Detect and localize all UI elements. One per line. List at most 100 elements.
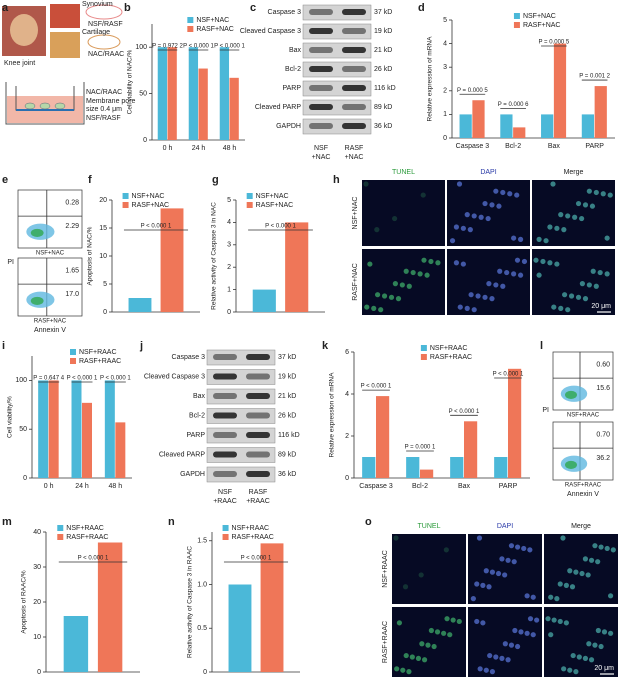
diagram-label: Knee joint [4, 60, 35, 67]
nucleus [588, 557, 595, 563]
nucleus [418, 572, 424, 578]
nucleus [441, 630, 447, 636]
nucleus [524, 593, 530, 599]
blot-band [342, 85, 366, 91]
axis-label: Annexin V [34, 327, 66, 334]
x-tick-label: Caspase 3 [456, 143, 490, 150]
nucleus [499, 556, 505, 562]
blot-panel [206, 388, 276, 405]
legend-swatch [70, 358, 76, 364]
sample-label: NSF+NAC [36, 251, 65, 257]
bar [104, 380, 115, 478]
nucleus [562, 292, 568, 298]
lane-label: RASF [345, 145, 364, 152]
legend-swatch [222, 525, 229, 531]
y-tick-label: 0 [203, 669, 207, 676]
nucleus [511, 559, 517, 565]
quadrant-value: 1.65 [65, 268, 79, 275]
diagram-label: size 0.4 μm [86, 106, 122, 113]
nucleus [514, 643, 521, 650]
panel-letter: k [322, 340, 329, 352]
nucleus [563, 620, 569, 626]
nucleus [449, 238, 456, 244]
nucleus [600, 191, 606, 197]
legend-label: NSF+RAAC [430, 345, 468, 352]
y-tick-label: 2 [227, 264, 231, 271]
protein-label: GAPDH [180, 471, 205, 478]
nucleus [595, 627, 601, 634]
blot-panel [206, 447, 276, 463]
legend-label: NSF+NAC [132, 193, 165, 200]
nucleus [493, 654, 499, 660]
nucleus [378, 307, 384, 313]
y-axis-label: Apoptosis of RAAC/% [21, 570, 28, 633]
nucleus [572, 214, 578, 220]
nucleus [511, 271, 517, 277]
nucleus [548, 594, 554, 600]
row-label: NSF+NAC [352, 197, 359, 230]
flow-plot [17, 257, 83, 317]
blot-band [342, 9, 366, 15]
nucleus [476, 535, 483, 541]
cell-cloud [30, 228, 44, 237]
nucleus [474, 618, 480, 625]
annotation: P = 0.000 5 [539, 40, 570, 46]
nucleus [471, 307, 477, 313]
panel-letter: a [2, 2, 9, 14]
nucleus [582, 556, 589, 562]
panel-letter: o [365, 516, 372, 528]
protein-label: Bax [289, 47, 302, 54]
nucleus [485, 215, 491, 222]
nucleus [464, 305, 470, 311]
nucleus [533, 257, 539, 263]
legend-swatch [70, 349, 76, 355]
diagram-label: Membrane pore [86, 98, 136, 105]
nucleus [489, 569, 496, 575]
nucleus [534, 617, 540, 623]
x-tick-label: Bax [458, 483, 471, 490]
bar [581, 114, 595, 138]
blot-panel [302, 4, 372, 21]
nucleus [367, 261, 373, 267]
nucleus [514, 544, 521, 550]
nucleus [527, 547, 533, 553]
size-label: 21 kD [278, 393, 296, 400]
annotation: P = 0.972 2 [152, 44, 183, 50]
nucleus [551, 304, 557, 310]
knee-photo-detail [10, 14, 38, 46]
x-tick-label: 24 h [192, 145, 206, 152]
y-tick-label: 4 [443, 40, 447, 47]
y-axis-label: Relative expression of mRNA [427, 36, 434, 122]
nucleus [511, 235, 517, 241]
size-label: 21 kD [374, 47, 392, 54]
nucleus [550, 181, 556, 187]
nucleus [604, 235, 610, 241]
nucleus [499, 655, 505, 661]
nucleus [474, 581, 480, 587]
legend-label: RASF+NAC [523, 22, 561, 29]
blot-panel [302, 42, 372, 59]
nucleus [543, 238, 549, 244]
quadrant-value: 2.29 [65, 223, 79, 230]
nucleus [593, 189, 599, 196]
nucleus [514, 192, 520, 198]
micrograph [362, 180, 445, 246]
y-tick-label: 20 [99, 197, 107, 204]
nucleus [443, 547, 449, 553]
size-label: 116 kD [374, 85, 396, 92]
micrograph [447, 180, 530, 246]
nucleus [447, 632, 453, 638]
blot-band [246, 393, 270, 399]
legend-swatch [57, 525, 64, 531]
well [5, 82, 85, 125]
blot-band [246, 432, 270, 438]
row-label: NSF+RAAC [382, 550, 389, 588]
y-tick-label: 1.5 [197, 538, 207, 545]
y-tick-label: 1 [227, 286, 231, 293]
size-label: 19 kD [374, 28, 392, 35]
nucleus [569, 584, 576, 590]
protein-label: Caspase 3 [268, 9, 302, 16]
micrograph [362, 249, 445, 315]
bar [128, 298, 152, 312]
